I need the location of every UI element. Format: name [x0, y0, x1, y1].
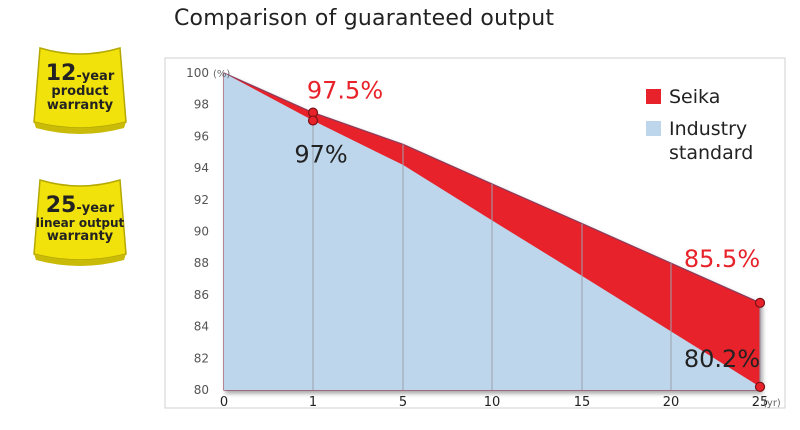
y-tick-label: 86 — [194, 288, 209, 302]
badge-line3: warranty — [46, 228, 114, 244]
y-unit-label: (%) — [213, 69, 230, 80]
y-tick-label: 80 — [194, 383, 209, 397]
legend-label: Seika — [669, 86, 720, 108]
y-tick-label: 98 — [194, 98, 209, 112]
y-tick-label: 82 — [194, 351, 209, 365]
x-tick-label: 20 — [663, 395, 680, 410]
x-tick-label: 5 — [399, 395, 407, 410]
data-point-marker — [754, 381, 766, 392]
value-annotation: 97% — [294, 141, 347, 169]
x-tick-label: 15 — [574, 395, 591, 410]
product-warranty-badge: 12-year product warranty — [30, 44, 130, 136]
badge-line2: linear output — [35, 216, 125, 231]
legend-label: standard — [669, 142, 753, 164]
x-tick-label: 10 — [484, 395, 501, 410]
badge-line3: warranty — [46, 97, 114, 113]
x-unit-label: (yr) — [763, 398, 781, 409]
badge-line2: product — [51, 84, 109, 100]
badge-number: 25 — [45, 193, 77, 218]
legend-swatch — [646, 121, 661, 136]
legend-swatch — [646, 89, 661, 104]
y-tick-label: 90 — [194, 225, 209, 239]
legend-label: Industry — [669, 118, 747, 140]
y-tick-label: 96 — [194, 129, 209, 143]
y-tick-label: 92 — [194, 193, 209, 207]
x-tick-label: 25 — [752, 395, 769, 410]
y-tick-label: 94 — [194, 161, 209, 175]
y-tick-label: 88 — [194, 256, 209, 270]
badge-number: 12 — [45, 61, 77, 86]
y-tick-label: 84 — [194, 320, 209, 334]
y-tick-label: 100 — [186, 66, 209, 80]
badge-shape — [33, 179, 127, 266]
value-annotation: 97.5% — [307, 77, 383, 105]
x-tick-label: 1 — [309, 395, 317, 410]
linear-output-warranty-badge: 25-year linear output warranty — [30, 176, 130, 268]
data-point-marker — [307, 115, 319, 126]
badge-suffix: -year — [76, 201, 115, 216]
chart-title: Comparison of guaranteed output — [174, 6, 555, 31]
badge-suffix: -year — [76, 69, 115, 84]
value-annotation: 85.5% — [684, 245, 760, 273]
x-tick-label: 0 — [220, 395, 228, 410]
value-annotation: 80.2% — [684, 345, 760, 373]
badge-shape — [33, 47, 127, 134]
data-point-marker — [754, 297, 766, 308]
